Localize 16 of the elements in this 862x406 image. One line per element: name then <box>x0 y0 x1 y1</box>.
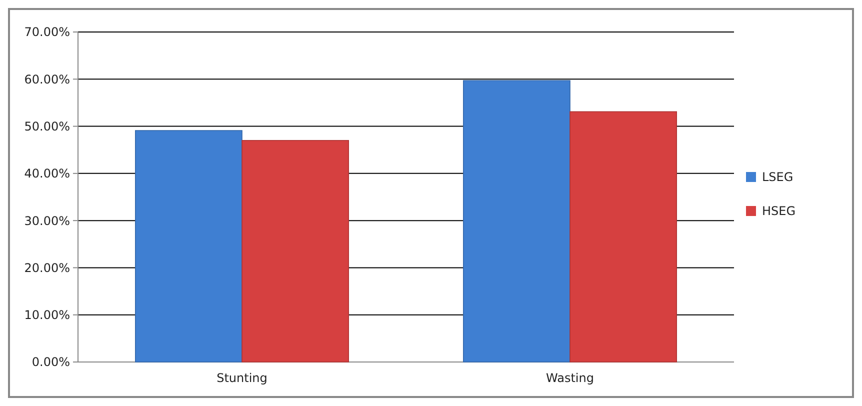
bar <box>135 130 242 362</box>
legend-label: HSEG <box>762 204 796 218</box>
y-tick-label: 20.00% <box>24 260 70 275</box>
bar <box>463 80 570 362</box>
bar <box>242 140 349 362</box>
y-tick-label: 50.00% <box>24 119 70 134</box>
y-tick-label: 40.00% <box>24 166 70 181</box>
y-tick-label: 60.00% <box>24 72 70 86</box>
legend-label: LSEG <box>762 170 794 184</box>
y-tick-label: 30.00% <box>24 214 70 228</box>
x-tick-label: Stunting <box>216 371 268 385</box>
y-tick-label: 10.00% <box>24 308 70 322</box>
x-tick-label: Wasting <box>546 371 594 385</box>
y-tick-label: 0.00% <box>32 355 70 370</box>
bar <box>570 111 677 362</box>
y-tick-label: 70.00% <box>24 25 70 40</box>
